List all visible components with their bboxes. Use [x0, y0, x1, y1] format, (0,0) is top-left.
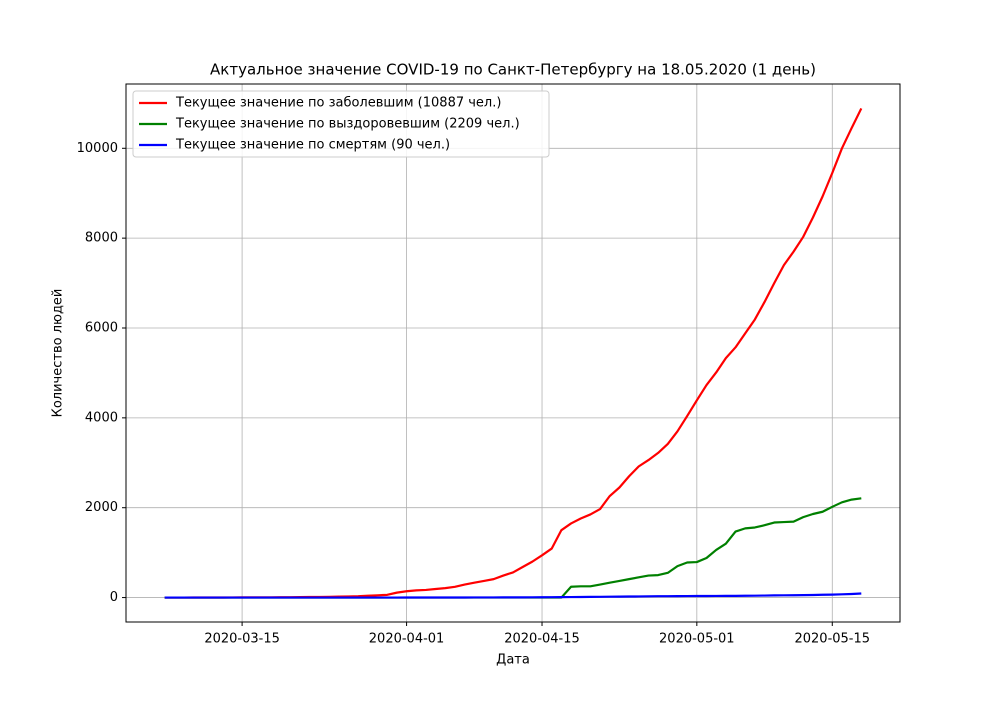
x-tick-label: 2020-04-01 — [369, 632, 445, 647]
y-axis-label: Количество людей — [51, 289, 66, 418]
legend-label: Текущее значение по выздоровевшим (2209 … — [175, 117, 520, 132]
y-tick-label: 2000 — [85, 500, 118, 515]
series-line — [164, 107, 863, 599]
x-axis-label: Дата — [496, 653, 530, 668]
y-tick-label: 4000 — [85, 410, 118, 425]
x-tick-label: 2020-05-15 — [794, 632, 870, 647]
plot-frame — [125, 83, 901, 623]
x-tick-label: 2020-05-01 — [659, 632, 735, 647]
series-line — [164, 497, 862, 599]
y-tick-label: 0 — [110, 590, 118, 605]
legend-label: Текущее значение по заболевшим (10887 че… — [175, 96, 501, 111]
x-tick-label: 2020-04-15 — [504, 632, 580, 647]
y-tick-label: 6000 — [85, 320, 118, 335]
y-tick-label: 8000 — [85, 231, 118, 246]
chart-title: Актуальное значение COVID-19 по Санкт-Пе… — [210, 61, 816, 79]
legend-label: Текущее значение по смертям (90 чел.) — [175, 138, 450, 153]
series-line — [164, 592, 862, 599]
y-tick-label: 10000 — [77, 141, 118, 156]
legend-box — [132, 90, 550, 158]
legend: Текущее значение по заболевшим (10887 че… — [132, 90, 550, 158]
x-tick-label: 2020-03-15 — [204, 632, 280, 647]
